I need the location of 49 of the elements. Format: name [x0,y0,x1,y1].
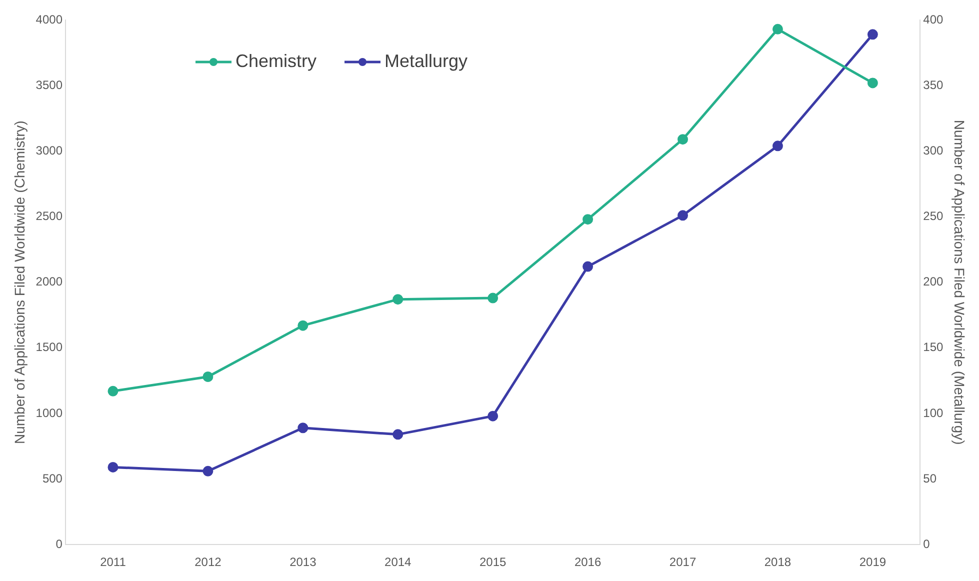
point [202,466,214,476]
x-tick-label: 2016 [574,555,602,570]
y2-tick-label: 300 [923,143,944,158]
y2-tick-label: 150 [923,340,944,354]
point [108,386,118,396]
point [392,294,404,305]
point [678,210,688,221]
point [867,29,878,40]
y2-tick-label: 350 [923,78,944,92]
y-tick-label: 500 [42,471,63,486]
y2-tick-label: 400 [923,12,944,26]
y2-tick-label: 0 [923,536,930,551]
y-tick-label: 2500 [36,209,63,224]
legend-label: Chemistry [235,50,317,71]
x-tick-label: 2017 [669,555,696,570]
point [488,292,498,304]
x-tick-label: 2019 [859,555,886,570]
y2-axis-title: Number of Applications Filed Worldwide (Metallurgy) [952,120,968,445]
y-axis-title: Number of Applications Filed Worldwide (Chemistry) [11,120,28,444]
point [772,140,783,152]
x-tick-label: 2013 [290,555,317,570]
x-tick-label: 2018 [764,555,792,570]
point [582,214,594,225]
y-tick-label: 3500 [36,78,63,92]
y2-tick-label: 200 [923,274,944,289]
point [772,24,783,34]
y-tick-label: 1000 [36,406,63,420]
point [867,78,878,88]
y-tick-label: 3000 [36,143,63,158]
point [488,410,498,422]
x-tick-label: 2015 [479,555,507,570]
point [108,462,118,472]
x-tick-label: 2012 [194,555,222,570]
point [298,320,308,331]
y2-tick-label: 250 [923,209,944,224]
x-tick-label: 2011 [100,555,126,570]
y-tick-label: 1500 [36,340,63,354]
x-tick-label: 2014 [384,555,412,570]
point [392,429,404,440]
y2-tick-label: 100 [923,406,944,420]
legend-label: Metallurgy [384,50,468,71]
y-tick-label: 4000 [36,12,63,26]
point [582,261,594,272]
point [678,134,688,145]
point [202,371,214,382]
y-tick-label: 2000 [36,274,63,289]
y2-tick-label: 50 [923,471,937,486]
y-tick-label: 0 [56,536,63,551]
point [298,422,308,434]
